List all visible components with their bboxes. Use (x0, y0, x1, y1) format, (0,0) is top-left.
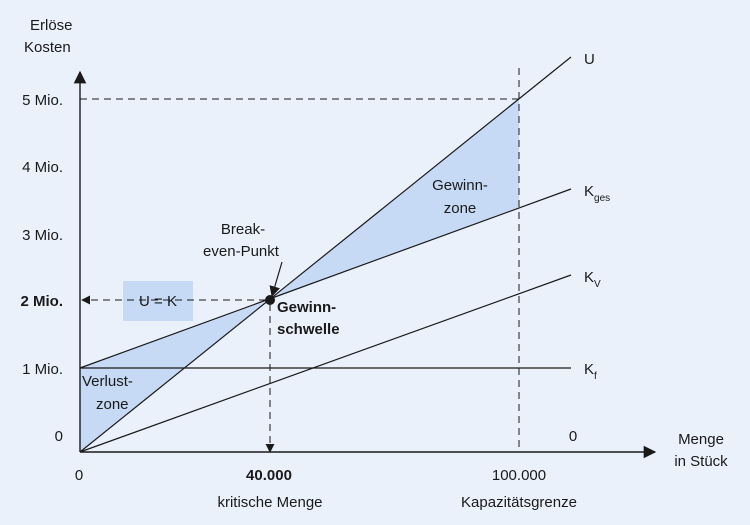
verlust-zone-label-line1: Verlust- (82, 373, 133, 390)
breakeven-label-line2: even-Punkt (203, 243, 280, 260)
label-kv-sub: V (594, 279, 601, 290)
label-kges-main: K (584, 183, 594, 200)
label-kv-main: K (584, 269, 594, 286)
u-equals-k-label: U = K (139, 293, 177, 310)
line-kges (79, 188, 572, 369)
y-tick-3mio: 3 Mio. (22, 227, 63, 244)
y-tick-2mio: 2 Mio. (20, 293, 63, 310)
label-kf-sub: f (594, 371, 597, 382)
verlust-zone-label-line2: zone (96, 396, 129, 413)
label-kf: Kf (584, 361, 597, 382)
y-tick-0: 0 (55, 428, 63, 445)
x-zero-right: 0 (569, 428, 577, 445)
kapazitaetsgrenze-label: Kapazitätsgrenze (461, 494, 577, 511)
line-kv (79, 274, 572, 453)
kritische-menge-label: kritische Menge (217, 494, 322, 511)
breakeven-point (265, 295, 275, 305)
label-kges-sub: ges (594, 193, 610, 204)
label-kf-main: K (584, 361, 594, 378)
x-axis-label-line2: in Stück (674, 453, 728, 470)
u-equals-k-box (123, 281, 193, 321)
breakeven-label-line1: Break- (221, 221, 265, 238)
y-axis-label-line1: Erlöse (30, 17, 73, 34)
gewinn-zone-label-line1: Gewinn- (432, 177, 488, 194)
gewinnschwelle-line2: schwelle (277, 321, 340, 338)
x-tick-40000: 40.000 (246, 467, 292, 484)
label-kv: KV (584, 269, 601, 290)
x-axis-label-line1: Menge (678, 431, 724, 448)
y-tick-4mio: 4 Mio. (22, 159, 63, 176)
label-kges: Kges (584, 183, 610, 204)
y-axis-label-line2: Kosten (24, 39, 71, 56)
x-tick-100000: 100.000 (492, 467, 546, 484)
breakeven-pointer (269, 261, 283, 298)
line-u (79, 56, 572, 453)
gewinn-zone-label-line2: zone (444, 200, 477, 217)
y-tick-1mio: 1 Mio. (22, 361, 63, 378)
x-tick-0: 0 (75, 467, 83, 484)
gewinnschwelle-line1: Gewinn- (277, 299, 336, 316)
y-tick-5mio: 5 Mio. (22, 92, 63, 109)
label-u: U (584, 51, 595, 68)
